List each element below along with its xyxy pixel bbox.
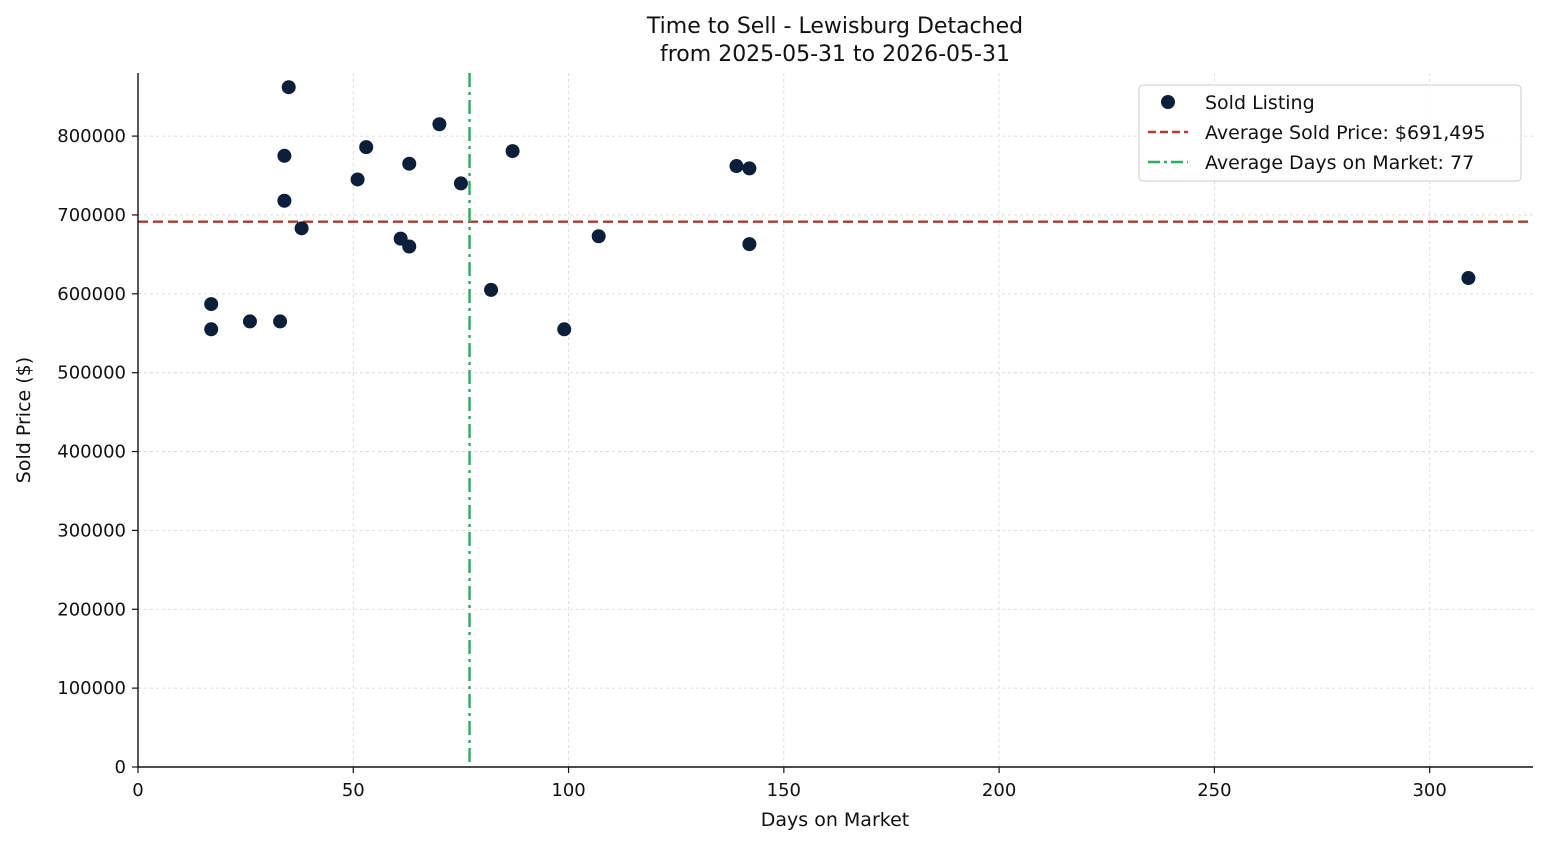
x-tick-label: 0 [132,780,143,801]
data-point [402,156,417,171]
y-axis-label: Sold Price ($) [13,357,35,483]
y-tick-label: 200000 [57,599,126,620]
data-point [742,161,757,176]
legend: Sold Listing Average Sold Price: $691,495… [1138,84,1522,182]
data-point [729,159,744,174]
data-point [242,314,257,329]
x-tick-label: 200 [982,780,1016,801]
data-point [204,297,219,312]
y-tick-label: 100000 [57,678,126,699]
data-point [359,140,374,155]
data-point [273,314,288,329]
y-tick-label: 800000 [57,126,126,147]
y-tick-label: 0 [115,757,126,778]
data-point [294,221,309,236]
legend-label: Average Sold Price: $691,495 [1205,122,1486,144]
legend-marker [1161,95,1175,109]
chart-title: Time to Sell - Lewisburg Detached [646,14,1023,39]
legend-label: Sold Listing [1205,92,1315,114]
x-tick-label: 300 [1412,780,1446,801]
x-tick-label: 250 [1197,780,1231,801]
data-point [204,322,219,337]
grid-lines [138,73,1533,767]
data-point [277,148,292,163]
reference-lines [138,73,1533,767]
y-tick-label: 500000 [57,363,126,384]
data-point [591,229,606,244]
data-point [1461,271,1476,286]
data-point [281,80,296,95]
data-point [453,176,468,191]
x-tick-label: 50 [342,780,365,801]
data-point [432,117,447,132]
x-tick-label: 150 [767,780,801,801]
data-point [557,322,572,337]
data-point [484,282,499,297]
x-axis-label: Days on Market [761,809,909,831]
y-tick-label: 300000 [57,520,126,541]
x-tick-label: 100 [551,780,585,801]
data-point [350,172,365,187]
legend-box [1138,84,1522,182]
data-point [277,193,292,208]
data-point [742,237,757,252]
axes: 0 50 100 150 200 250 300 0 100000 200000 300000 400… [57,73,1533,801]
chart-subtitle: from 2025-05-31 to 2026-05-31 [660,42,1010,67]
legend-label: Average Days on Market: 77 [1205,152,1474,174]
scatter-points [204,80,1476,337]
y-tick-label: 600000 [57,284,126,305]
data-point [505,144,520,159]
y-tick-label: 400000 [57,442,126,463]
data-point [402,239,417,254]
y-tick-label: 700000 [57,205,126,226]
